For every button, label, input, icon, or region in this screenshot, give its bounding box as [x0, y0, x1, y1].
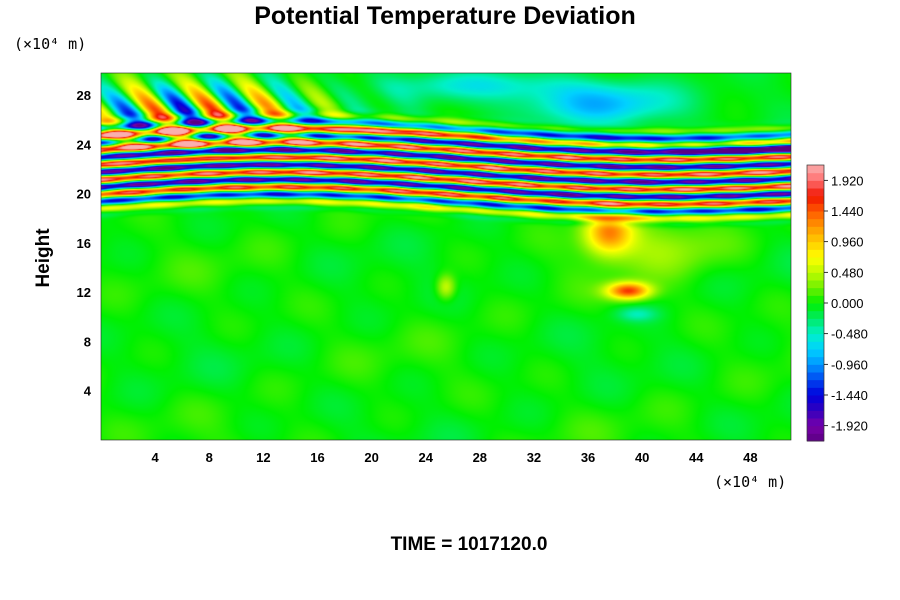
colorbar-band: [807, 211, 824, 220]
heatmap-canvas: [101, 73, 791, 440]
colorbar-band: [807, 280, 824, 289]
colorbar-band: [807, 364, 824, 373]
colorbar-band: [807, 257, 824, 266]
colorbar-band: [807, 295, 824, 304]
colorbar-band: [807, 395, 824, 404]
y-tick-label: 16: [77, 236, 91, 251]
colorbar-band: [807, 195, 824, 204]
y-tick-label: 4: [84, 384, 92, 399]
colorbar-tick-label: 0.960: [831, 235, 864, 250]
plot-frame: [100, 72, 792, 441]
y-tick-label: 24: [77, 137, 92, 152]
colorbar-band: [807, 203, 824, 212]
colorbar-tick-label: 1.920: [831, 173, 864, 188]
chart-title: Potential Temperature Deviation: [254, 2, 636, 30]
colorbar-band: [807, 333, 824, 342]
y-tick-label: 28: [77, 88, 91, 103]
y-tick-label: 12: [77, 285, 91, 300]
colorbar-band: [807, 310, 824, 319]
colorbar-band: [807, 341, 824, 350]
colorbar-band: [807, 425, 824, 434]
colorbar-band: [807, 349, 824, 358]
x-tick-label: 12: [256, 450, 270, 465]
colorbar-band: [807, 303, 824, 312]
x-tick-label: 4: [152, 450, 160, 465]
colorbar-tick-label: -1.920: [831, 419, 868, 434]
colorbar-tick-label: 0.480: [831, 265, 864, 280]
x-tick-label: 48: [743, 450, 757, 465]
colorbar-tick-label: -1.440: [831, 388, 868, 403]
x-tick-label: 28: [473, 450, 487, 465]
colorbar-tick-label: -0.480: [831, 327, 868, 342]
x-axis-ticks: 4 8 12 16 20 24 28 32 36 40 44 48: [152, 450, 758, 465]
colorbar-band: [807, 249, 824, 258]
colorbar-band: [807, 433, 824, 442]
colorbar-band: [807, 241, 824, 250]
colorbar-band: [807, 318, 824, 327]
y-axis-unit: (×10⁴ m): [14, 35, 86, 53]
x-tick-label: 8: [206, 450, 213, 465]
plot-area: [101, 73, 791, 440]
colorbar-band: [807, 410, 824, 419]
colorbar-band: [807, 272, 824, 281]
colorbar-band: [807, 326, 824, 335]
x-tick-label: 40: [635, 450, 649, 465]
colorbar-band: [807, 356, 824, 365]
colorbar-band: [807, 218, 824, 227]
colorbar-band: [807, 172, 824, 181]
colorbar-tick-label: 0.000: [831, 296, 864, 311]
x-axis-unit: (×10⁴ m): [714, 473, 786, 491]
colorbar-tick-label: 1.440: [831, 204, 864, 219]
time-label: TIME = 1017120.0: [391, 534, 548, 555]
y-tick-label: 8: [84, 334, 91, 349]
colorbar-band: [807, 402, 824, 411]
x-tick-label: 44: [689, 450, 704, 465]
x-tick-label: 36: [581, 450, 595, 465]
colorbar-band: [807, 226, 824, 235]
colorbar-band: [807, 379, 824, 388]
colorbar-band: [807, 234, 824, 243]
colorbar-band: [807, 372, 824, 381]
x-tick-label: 20: [364, 450, 378, 465]
colorbar-tick-label: -0.960: [831, 357, 868, 372]
x-tick-label: 16: [310, 450, 324, 465]
colorbar-band: [807, 287, 824, 296]
colorbar-band: [807, 180, 824, 189]
colorbar-band: [807, 188, 824, 197]
colorbar-band: [807, 418, 824, 427]
x-tick-label: 32: [527, 450, 541, 465]
y-axis-ticks: 4 8 12 16 20 24 28: [77, 88, 92, 399]
colorbar: 1.920 1.440 0.960 0.480 0.000 -0.480 -0.960 -1.…: [806, 164, 868, 442]
colorbar-band: [807, 387, 824, 396]
y-axis-label: Height: [33, 228, 54, 288]
x-tick-label: 24: [418, 450, 433, 465]
colorbar-band: [807, 165, 824, 174]
y-tick-label: 20: [77, 187, 91, 202]
colorbar-band: [807, 264, 824, 273]
